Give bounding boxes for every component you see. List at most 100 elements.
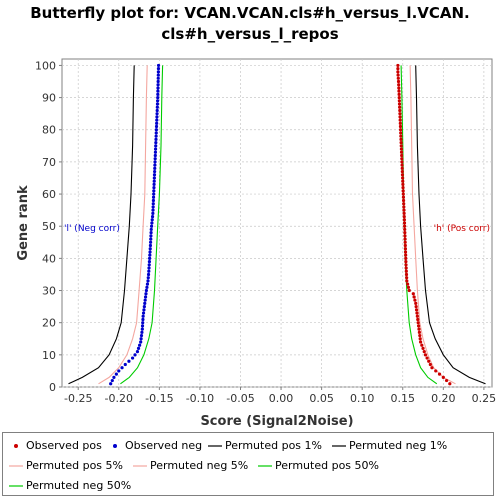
data-point — [156, 76, 160, 80]
data-point — [153, 153, 157, 158]
data-point — [148, 247, 152, 251]
chart-title-line-2: cls#h_versus_l_repos — [161, 25, 338, 43]
data-point — [154, 141, 158, 145]
data-point — [151, 195, 156, 199]
data-point — [156, 89, 160, 93]
data-point — [154, 134, 158, 138]
data-point — [414, 305, 418, 309]
data-point — [127, 359, 131, 363]
y-tick-label: 70 — [42, 156, 56, 169]
data-point — [396, 63, 400, 68]
x-tick-label: -0.05 — [226, 392, 254, 405]
data-point — [140, 330, 144, 334]
data-point — [406, 285, 411, 289]
y-tick-label: 0 — [49, 381, 56, 394]
data-point — [145, 285, 149, 289]
data-point — [156, 70, 160, 74]
data-point — [396, 76, 400, 80]
data-point — [148, 253, 152, 257]
data-point — [403, 224, 407, 228]
data-point — [146, 279, 150, 283]
data-point — [401, 182, 405, 187]
data-point — [152, 179, 156, 183]
y-tick-label: 60 — [42, 188, 56, 201]
data-point — [419, 340, 423, 344]
data-point — [130, 356, 135, 360]
data-point — [401, 192, 405, 196]
series-points-observed-pos — [396, 63, 452, 386]
data-point — [141, 311, 146, 315]
data-point — [142, 308, 146, 312]
data-point — [112, 375, 116, 379]
data-point — [144, 288, 148, 293]
data-point — [401, 186, 405, 190]
data-point — [153, 147, 158, 151]
data-point — [444, 378, 449, 383]
data-point — [405, 276, 409, 280]
data-point — [414, 301, 418, 305]
legend-label-permuted-pos-1: Permuted pos 1% — [225, 439, 322, 452]
data-point — [404, 259, 408, 264]
legend-swatch-observed-neg — [113, 444, 117, 448]
data-point — [416, 324, 421, 328]
legend-swatch-permuted-pos-1 — [208, 445, 222, 447]
data-point — [148, 240, 153, 244]
data-point — [404, 253, 408, 257]
y-tick-label: 40 — [42, 252, 56, 265]
data-point — [403, 234, 407, 238]
data-point — [152, 186, 156, 190]
x-tick-label: -0.20 — [105, 392, 133, 405]
data-point — [144, 292, 148, 296]
data-point — [402, 208, 406, 212]
series-layer — [68, 63, 486, 386]
data-point — [151, 205, 155, 209]
data-point — [141, 317, 145, 322]
data-point — [422, 350, 426, 354]
data-point — [156, 73, 160, 77]
data-point — [139, 340, 143, 344]
data-point — [398, 118, 402, 122]
data-point — [405, 279, 409, 283]
legend-label-observed-neg: Observed neg — [125, 439, 203, 452]
y-tick-label: 100 — [35, 59, 56, 72]
data-point — [421, 346, 425, 351]
legend-marker — [113, 444, 117, 448]
data-point — [400, 173, 405, 177]
data-point — [153, 157, 157, 161]
data-point — [404, 266, 408, 270]
data-point — [413, 298, 417, 302]
data-point — [153, 160, 157, 164]
data-point — [156, 79, 160, 84]
data-point — [398, 105, 402, 109]
chart-legend: Observed pos Observed neg Permuted pos 1… — [2, 432, 494, 496]
data-point — [155, 108, 159, 113]
legend-label-permuted-neg-50: Permuted neg 50% — [26, 479, 132, 492]
data-point — [397, 92, 401, 96]
data-point — [399, 147, 404, 151]
data-point — [398, 121, 402, 125]
data-point — [152, 189, 156, 193]
x-tick-label: 0.05 — [309, 392, 334, 405]
data-point — [448, 382, 452, 386]
data-point — [399, 141, 403, 145]
data-point — [148, 256, 152, 260]
legend-label-observed-pos: Observed pos — [26, 439, 102, 452]
series-line-permuted-neg-1 — [68, 65, 135, 385]
data-point — [147, 266, 151, 270]
y-axis-label: Gene rank — [16, 185, 31, 261]
data-point — [155, 118, 159, 122]
series-line-permuted-pos-5 — [409, 65, 456, 385]
data-point — [404, 269, 408, 273]
data-point — [396, 70, 400, 74]
data-point — [397, 102, 402, 106]
data-point — [145, 282, 150, 286]
data-point — [397, 99, 401, 103]
data-point — [398, 124, 403, 129]
chart-title-line-1: Butterfly plot for: VCAN.VCAN.cls#h_vers… — [30, 4, 470, 22]
data-point — [401, 195, 406, 199]
data-point — [117, 369, 121, 373]
annotation-neg-corr: 'l' (Neg corr) — [64, 224, 120, 234]
data-point — [148, 250, 152, 254]
data-point — [397, 95, 401, 100]
data-point — [403, 250, 408, 254]
